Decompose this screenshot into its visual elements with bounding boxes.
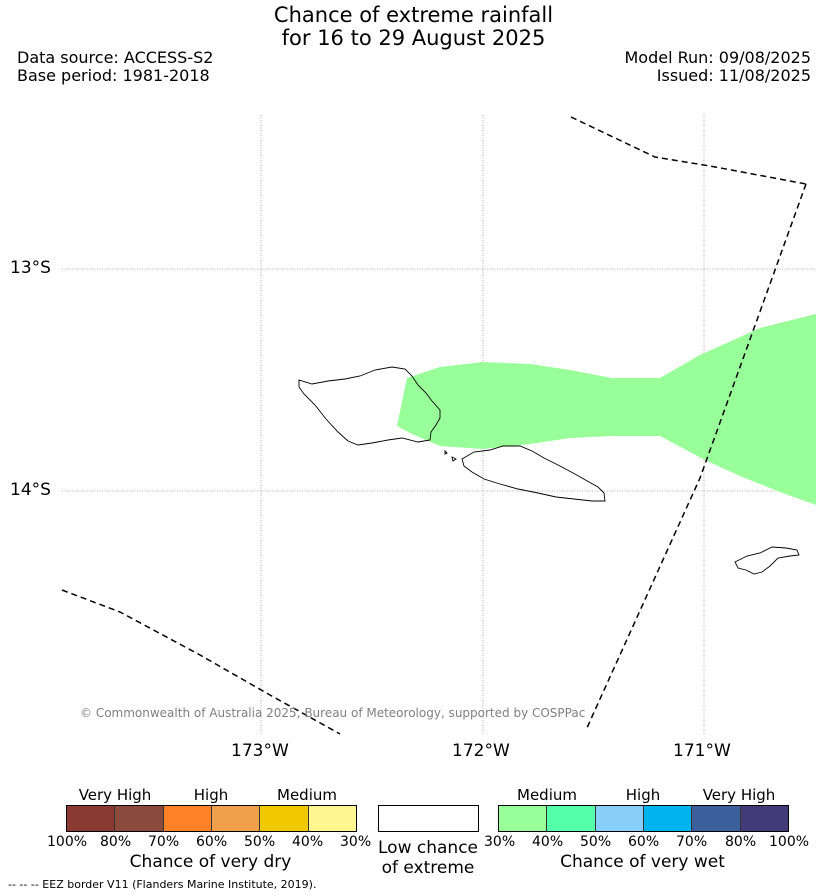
dry-tick-30: 30% — [340, 834, 372, 850]
dry-swatch-80-100 — [67, 806, 116, 831]
dry-swatch-50-60 — [211, 806, 261, 831]
dry-category-medium: Medium — [277, 786, 337, 804]
dry-category-high: High — [193, 786, 229, 804]
wet-swatch-50-60 — [595, 806, 644, 831]
copyright-text: © Commonwealth of Australia 2025, Bureau… — [80, 706, 586, 720]
dry-tick-70: 70% — [148, 834, 180, 850]
dry-category-very-high: Very High — [78, 786, 152, 804]
wet-tick-80: 80% — [725, 834, 757, 850]
eez-border — [61, 116, 807, 735]
wet-tick-70: 70% — [676, 834, 708, 850]
map-canvas — [61, 115, 816, 735]
eez-border-east — [585, 183, 807, 731]
low-caption-line2: of extreme — [381, 858, 475, 878]
eez-border-west — [61, 589, 341, 735]
dry-caption: Chance of very dry — [129, 852, 292, 872]
wet-colorbar — [498, 805, 789, 832]
apolima-islet — [444, 449, 448, 455]
wet-swatch-80-100 — [740, 806, 788, 831]
wet-tick-100: 100% — [769, 834, 810, 850]
upolu-island — [461, 445, 606, 502]
low-caption-line1: Low chance — [378, 838, 478, 858]
map-title-line2: for 16 to 29 August 2025 — [281, 26, 546, 50]
base-period-text: Base period: 1981-2018 — [17, 66, 210, 85]
wet-swatch-70-80 — [692, 806, 741, 831]
wet-swatch-60-70 — [643, 806, 693, 831]
wet-tick-30: 30% — [484, 834, 516, 850]
lon-label-171w: 171°W — [673, 741, 731, 761]
wet-category-medium: Medium — [517, 786, 577, 804]
lat-label-13s: 13°S — [10, 258, 51, 278]
dry-swatch-40-50 — [260, 806, 309, 831]
lon-label-172w: 172°W — [452, 741, 510, 761]
issued-text: Issued: 11/08/2025 — [656, 66, 811, 85]
wet-caption: Chance of very wet — [560, 852, 725, 872]
map-title-line1: Chance of extreme rainfall — [273, 3, 554, 27]
dry-tick-50: 50% — [244, 834, 276, 850]
wet-category-very-high: Very High — [702, 786, 776, 804]
wet-tick-50: 50% — [580, 834, 612, 850]
low-chance-swatch — [378, 805, 479, 832]
dry-colorbar — [66, 805, 357, 832]
manono-islet — [451, 456, 457, 462]
eez-border-note: -- -- -- EEZ border V11 (Flanders Marine… — [8, 878, 317, 891]
model-run-text: Model Run: 09/08/2025 — [624, 48, 812, 67]
dry-tick-100: 100% — [47, 834, 88, 850]
wet-category-high: High — [625, 786, 661, 804]
wet-swatch-40-50 — [547, 806, 596, 831]
data-source-text: Data source: ACCESS-S2 — [17, 48, 214, 67]
dry-tick-60: 60% — [196, 834, 228, 850]
lon-label-173w: 173°W — [231, 741, 289, 761]
forecast-area-medium-wet — [397, 314, 816, 505]
tutuila-island — [734, 546, 800, 575]
dry-tick-80: 80% — [100, 834, 132, 850]
wet-swatch-30-40 — [499, 806, 548, 831]
savaii-island — [298, 366, 441, 446]
dry-tick-40: 40% — [292, 834, 324, 850]
islands — [298, 366, 800, 575]
eez-border-north — [570, 116, 807, 185]
lat-label-14s: 14°S — [10, 480, 51, 500]
dry-swatch-70-80 — [115, 806, 164, 831]
wet-tick-40: 40% — [532, 834, 564, 850]
dry-swatch-30-40 — [308, 806, 356, 831]
dry-swatch-60-70 — [163, 806, 212, 831]
wet-tick-60: 60% — [628, 834, 660, 850]
